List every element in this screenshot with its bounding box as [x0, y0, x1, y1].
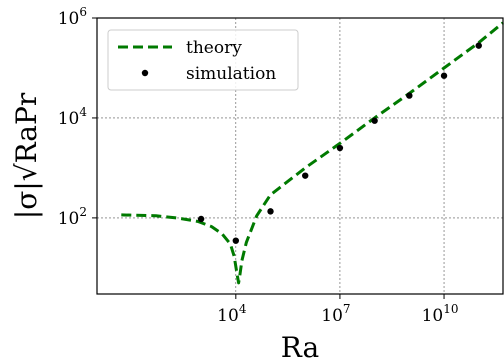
legend-simulation-label: simulation	[186, 64, 276, 84]
y-tick-label: 102	[58, 205, 87, 229]
simulation-point	[302, 172, 309, 179]
x-tick-label: 1010	[422, 302, 459, 326]
x-tick-label: 104	[217, 302, 247, 326]
legend-theory-label: theory	[186, 38, 242, 58]
ticks: 104 107 1010 102 104 106	[58, 5, 459, 326]
axes-frame	[96, 17, 504, 295]
theory-line	[121, 21, 504, 285]
y-tick-label: 106	[58, 5, 87, 29]
legend-simulation-swatch	[141, 69, 149, 77]
legend-box	[107, 29, 299, 91]
simulation-point	[371, 117, 378, 124]
plot-area	[121, 21, 504, 285]
simulation-point	[232, 237, 240, 244]
simulation-point	[336, 144, 344, 152]
y-axis-label: |σ|√RaPr	[10, 92, 43, 219]
simulation-point	[267, 208, 274, 215]
x-tick-label: 107	[321, 302, 350, 326]
simulation-point	[197, 215, 205, 223]
legend: theory simulation	[107, 29, 299, 91]
simulation-point	[475, 42, 482, 49]
simulation-point	[440, 72, 448, 79]
x-axis-label: Ra	[281, 331, 319, 363]
simulation-point	[406, 92, 413, 99]
y-tick-label: 104	[58, 105, 88, 129]
